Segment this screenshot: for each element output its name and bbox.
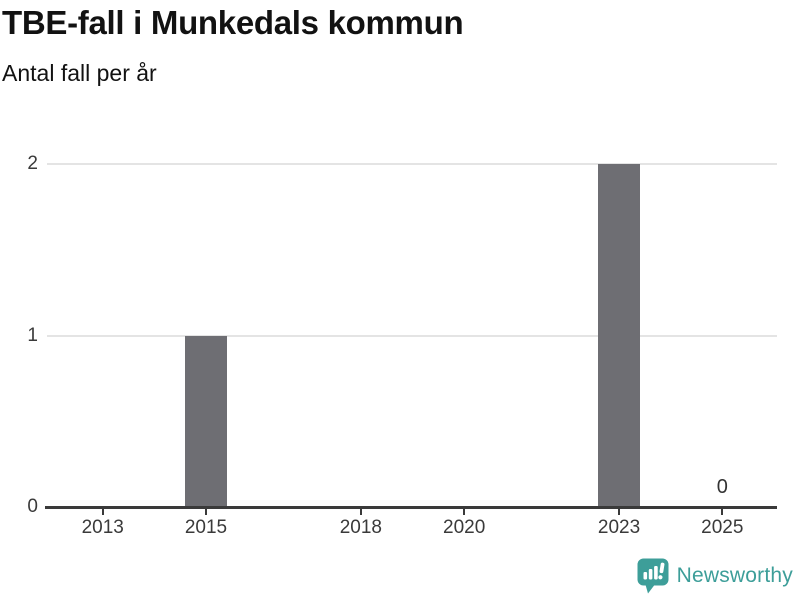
bar-value-label: 0 [716, 476, 728, 498]
y-tick-label: 2 [27, 153, 38, 174]
bar [185, 335, 227, 507]
chart-subtitle: Antal fall per år [2, 60, 157, 86]
x-tick-label: 2023 [597, 517, 641, 538]
newsworthy-speech-bubble-chart-icon [637, 558, 669, 594]
x-tick-label: 2025 [701, 517, 744, 538]
y-tick-label: 1 [27, 324, 38, 346]
y-gridline [47, 163, 777, 165]
x-tick-label: 2020 [443, 517, 486, 538]
x-tick-label: 2018 [339, 517, 383, 538]
x-axis-tick [359, 509, 362, 515]
x-tick-label: 2013 [81, 517, 124, 538]
chart-title: TBE-fall i Munkedals kommun [2, 4, 464, 41]
x-axis-tick [101, 509, 104, 515]
x-axis-tick [463, 509, 466, 515]
x-axis-tick [205, 509, 207, 515]
newsworthy-brand: Newsworthy [636, 558, 793, 594]
x-axis-line [45, 506, 777, 509]
bar [598, 164, 641, 507]
x-tick-label: 2015 [184, 517, 228, 538]
x-axis-tick [618, 509, 621, 515]
newsworthy-logo-text: Newsworthy [676, 564, 793, 587]
y-gridline [47, 334, 777, 337]
x-axis-tick [721, 509, 724, 515]
y-tick-label: 0 [27, 496, 38, 517]
